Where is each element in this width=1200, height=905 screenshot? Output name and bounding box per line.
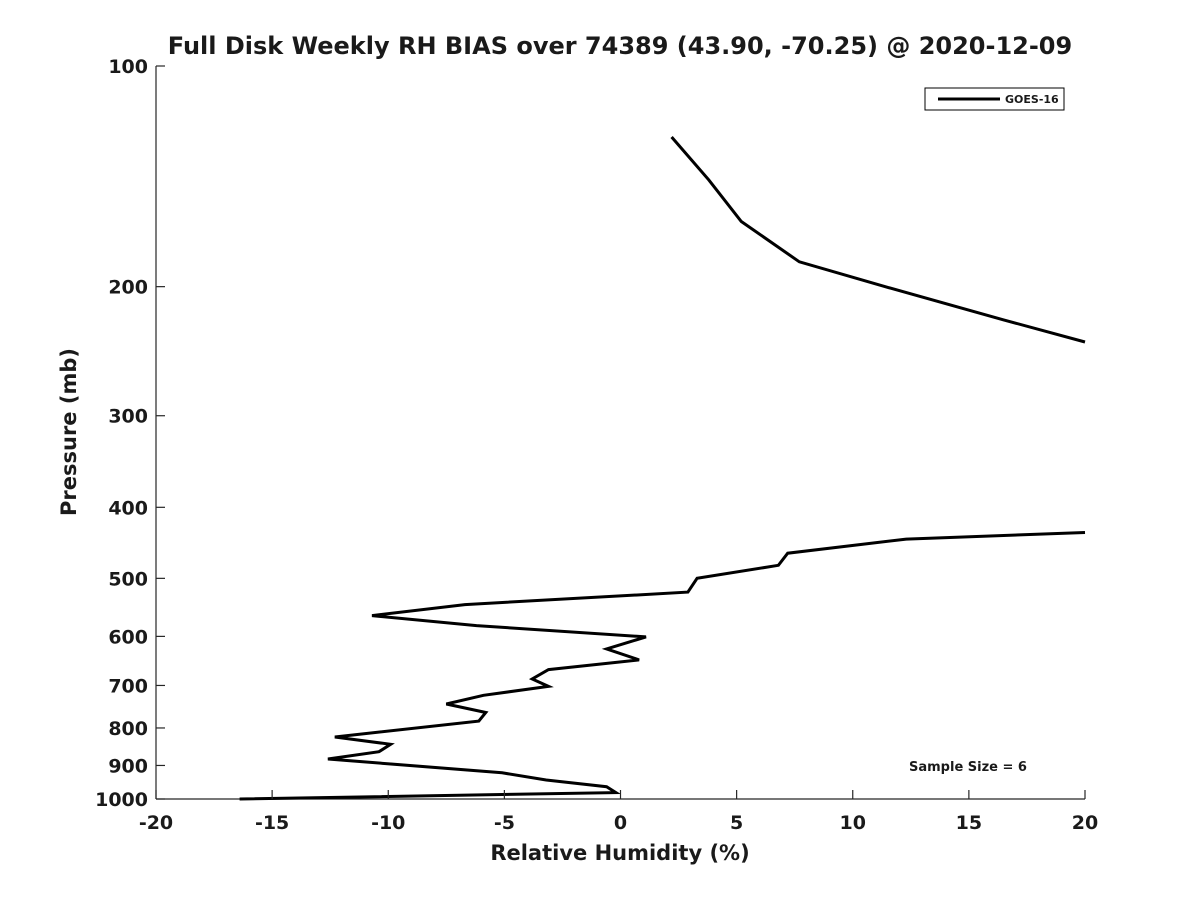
x-tick-label: 10 [840,812,866,834]
x-tick-label: -15 [255,812,289,834]
sample-size-annotation: Sample Size = 6 [909,760,1027,775]
x-tick-label: -5 [494,812,515,834]
y-tick-label: 1000 [95,789,148,811]
legend-label-goes-16: GOES-16 [1005,93,1059,106]
x-tick-label: 0 [614,812,627,834]
plot-frame [155,66,1085,800]
y-tick-label: 500 [108,568,148,590]
y-tick-label: 900 [108,755,148,777]
y-tick-label: 800 [108,718,148,740]
x-axis-ticks: -20 -15 -10 -5 0 5 10 15 20 [139,790,1098,834]
x-tick-label: -20 [139,812,173,834]
y-tick-label: 400 [108,497,148,519]
series-line-goes-16-segment-2 [239,531,1086,801]
y-tick-label: 100 [108,56,148,78]
y-tick-label: 300 [108,406,148,428]
x-tick-label: 20 [1072,812,1098,834]
y-axis-label: Pressure (mb) [57,348,81,516]
series-layer [239,136,1086,801]
y-axis-ticks: 100 200 300 400 500 600 700 800 900 1000 [95,56,165,811]
y-tick-label: 600 [108,626,148,648]
x-tick-label: 5 [730,812,743,834]
chart-title: Full Disk Weekly RH BIAS over 74389 (43.… [168,32,1072,60]
series-line-goes-16-segment-1 [670,136,1086,344]
y-tick-label: 200 [108,277,148,299]
x-tick-label: 15 [956,812,982,834]
x-tick-label: -10 [371,812,405,834]
legend: GOES-16 [924,87,1065,111]
y-tick-label: 700 [108,675,148,697]
x-axis-label: Relative Humidity (%) [490,841,749,865]
